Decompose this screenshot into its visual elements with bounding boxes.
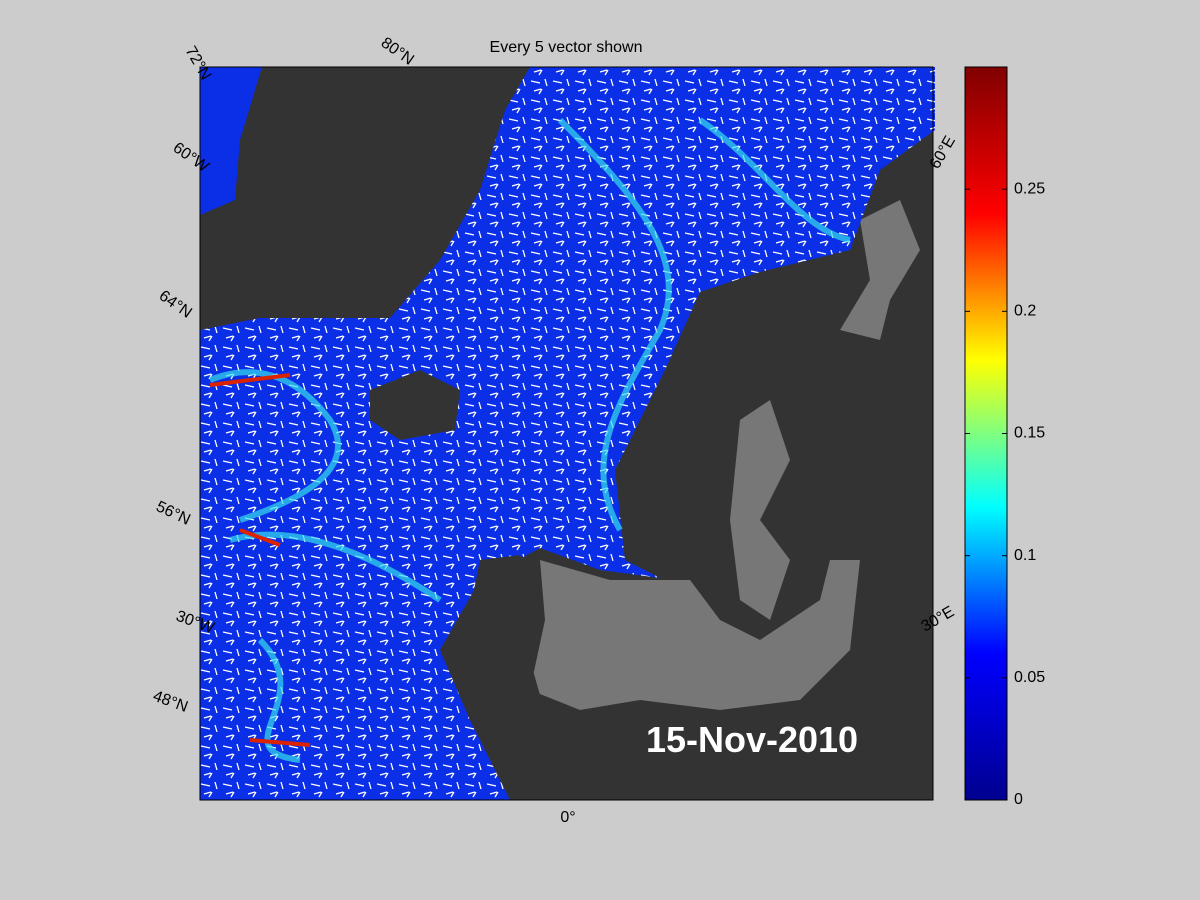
colorbar-tick-label: 0.2: [1014, 303, 1036, 320]
date-label: 15-Nov-2010: [646, 719, 858, 760]
baltic: [730, 400, 790, 620]
shelf-sea: [530, 560, 860, 710]
colorbar-tick-label: 0.15: [1014, 425, 1045, 442]
colorbar-tick-label: 0.1: [1014, 547, 1036, 564]
ocean: [200, 67, 262, 215]
current-vectors: [200, 67, 935, 800]
map-title: Every 5 vector shown: [490, 39, 643, 56]
map: [199, 66, 935, 801]
grid-label: 0°: [560, 809, 575, 826]
current-cores: [209, 373, 311, 747]
current-jets: [208, 117, 851, 763]
colorbar-tick-label: 0: [1014, 791, 1023, 808]
colorbar: [964, 66, 1008, 801]
iceland: [370, 370, 460, 440]
britain: [450, 555, 550, 760]
map-frame: [199, 66, 934, 801]
colorbar-tick-label: 0.05: [1014, 669, 1045, 686]
colorbar-tick-label: 0.25: [1014, 180, 1045, 197]
white-sea: [840, 200, 920, 340]
